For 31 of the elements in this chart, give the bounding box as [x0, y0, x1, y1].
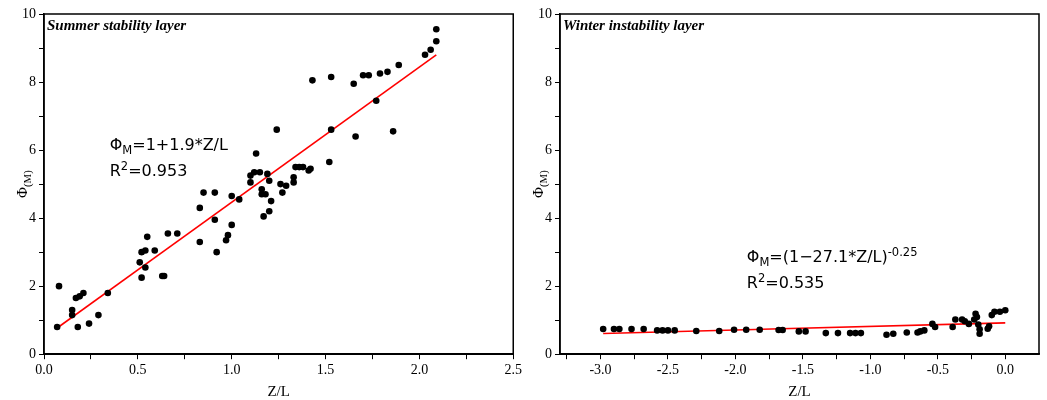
x-tick-label: -1.0 — [859, 362, 882, 378]
x-tick-label: -2.0 — [724, 362, 747, 378]
x-tick-label: 0.0 — [996, 362, 1015, 378]
x-axis-title: Z/L — [267, 383, 290, 399]
y-tick-label: 0 — [29, 345, 36, 361]
x-tick-label: 0.0 — [35, 362, 53, 378]
x-tick-label: 0.5 — [129, 362, 147, 378]
chart-title: Winter instability layer — [563, 17, 705, 33]
y-tick-label: 4 — [545, 209, 552, 225]
y-tick-label: 10 — [22, 5, 36, 21]
chart-title: Summer stability layer — [47, 17, 187, 33]
y-tick-label: 2 — [545, 277, 552, 293]
x-tick-label: -0.5 — [926, 362, 949, 378]
y-tick-label: 6 — [545, 141, 552, 157]
x-tick-label: 1.5 — [316, 362, 335, 378]
y-tick-label: 4 — [29, 209, 36, 225]
x-tick-label: -2.5 — [656, 362, 680, 378]
x-tick-label: 2.5 — [504, 362, 522, 378]
y-tick-label: 10 — [538, 5, 552, 21]
x-tick-label: 1.0 — [222, 362, 241, 378]
x-tick-label: 2.0 — [410, 362, 429, 378]
y-tick-label: 0 — [545, 345, 552, 361]
x-axis-title: Z/L — [788, 383, 811, 399]
x-tick-label: -1.5 — [791, 362, 814, 378]
y-axis-title: Φ(M) — [530, 169, 550, 198]
y-tick-label: 2 — [29, 277, 36, 293]
y-tick-label: 8 — [545, 73, 552, 89]
y-tick-label: 6 — [29, 141, 36, 157]
x-tick-label: -3.0 — [589, 362, 612, 378]
y-axis-title: Φ(M) — [14, 169, 34, 198]
y-tick-label: 8 — [29, 73, 36, 89]
